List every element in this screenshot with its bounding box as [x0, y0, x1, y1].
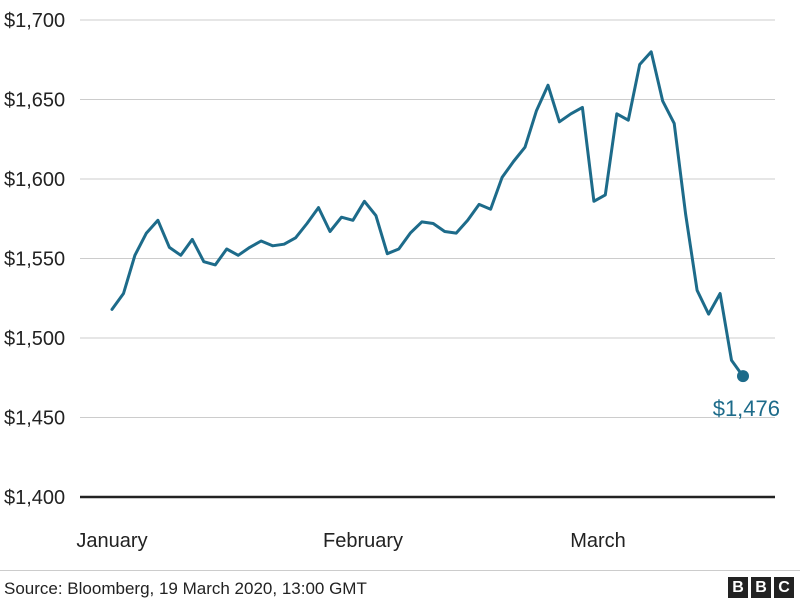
grid-lines — [80, 19, 775, 499]
chart-footer: Source: Bloomberg, 19 March 2020, 13:00 … — [0, 570, 800, 601]
y-tick-label: $1,500 — [4, 328, 65, 350]
footer-divider — [0, 570, 800, 571]
y-tick-label: $1,400 — [4, 487, 65, 509]
x-tick-label: March — [570, 530, 626, 552]
source-note: Source: Bloomberg, 19 March 2020, 13:00 … — [4, 579, 367, 598]
bbc-logo: B B C — [728, 577, 794, 598]
y-tick-label: $1,550 — [4, 249, 65, 271]
logo-letter: C — [774, 577, 794, 598]
x-tick-label: February — [323, 530, 403, 552]
y-axis-labels: $1,400 $1,450 $1,500 $1,550 $1,600 $1,650 $1,7… — [4, 10, 65, 509]
y-tick-label: $1,650 — [4, 90, 65, 112]
y-tick-label: $1,700 — [4, 10, 65, 32]
logo-letter: B — [751, 577, 771, 598]
x-tick-label: January — [76, 530, 147, 552]
end-point-marker — [737, 370, 749, 383]
gold-price-chart: $1,400 $1,450 $1,500 $1,550 $1,600 $1,650 $1,7… — [4, 10, 780, 552]
x-axis-labels: January February March — [76, 530, 625, 552]
y-tick-label: $1,450 — [4, 408, 65, 430]
end-value-label: $1,476 — [713, 396, 780, 421]
price-line — [110, 50, 745, 378]
logo-letter: B — [728, 577, 748, 598]
y-tick-label: $1,600 — [4, 169, 65, 191]
